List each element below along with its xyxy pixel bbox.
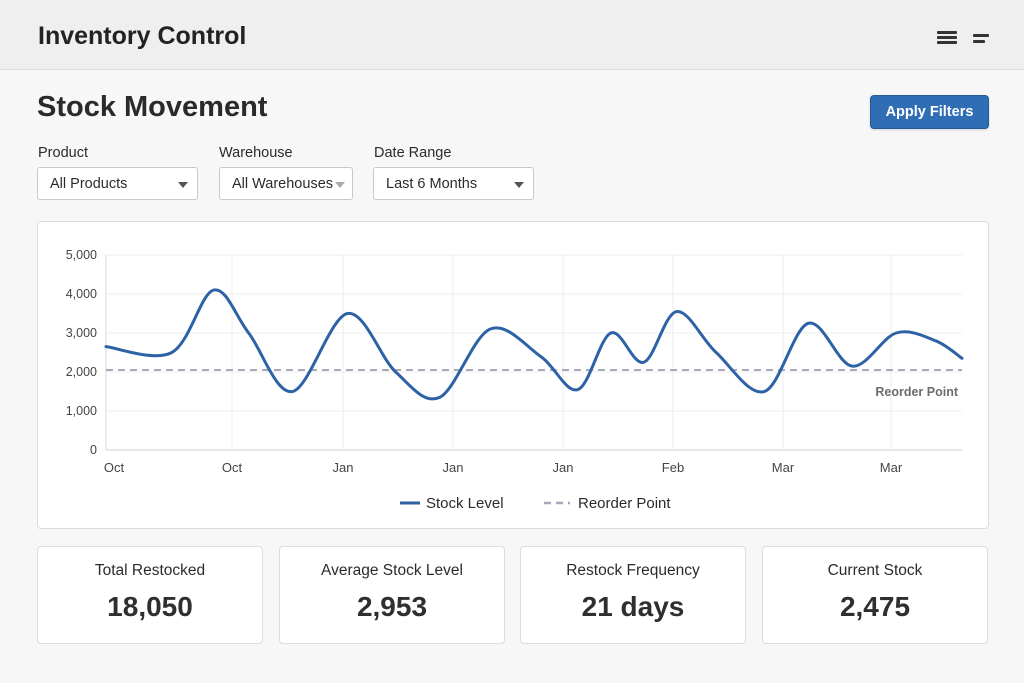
x-tick-label: Oct [222,460,243,475]
collapse-icon[interactable] [973,34,989,44]
x-tick-label: Jan [553,460,574,475]
stat-value: 18,050 [107,591,193,622]
app-header: Inventory Control [0,0,1024,70]
stat-value: 2,475 [839,591,911,622]
stat-value: 2,953 [356,591,428,622]
x-tick-label: Jan [333,460,354,475]
stat-card-restock-frequency: Restock Frequency 21 days [520,546,746,644]
y-tick-label: 4,000 [66,287,97,301]
y-tick-label: 1,000 [66,404,97,418]
page-title: Stock Movement [37,91,268,123]
y-tick-label: 2,000 [66,365,97,379]
reorder-point-annotation: Reorder Point [875,385,958,399]
app-title: Inventory Control [38,22,247,50]
stat-card-current-stock: Current Stock 2,475 [762,546,988,644]
apply-filters-button[interactable]: Apply Filters [870,95,989,129]
date-range-select-value: Last 6 Months [386,176,478,192]
chevron-down-icon [514,182,524,188]
date-range-select[interactable]: Last 6 Months [373,167,534,200]
y-tick-label: 3,000 [66,326,97,340]
x-tick-label: Mar [772,460,795,475]
stock-level-line [104,288,964,401]
legend-stock-level-label: Stock Level [426,495,504,512]
y-tick-label: 0 [90,443,97,457]
stat-label: Average Stock Level [321,562,463,579]
warehouse-select[interactable]: All Warehouses [219,167,353,200]
x-tick-label: Mar [880,460,903,475]
warehouse-select-value: All Warehouses [232,176,334,192]
date-range-filter-label: Date Range [374,145,452,161]
x-tick-label: Jan [443,460,464,475]
stock-chart-svg: 0 1,000 2,000 3,000 4,000 5,000 Oct Oct Jan Jan Ja… [66,248,964,512]
product-select[interactable]: All Products [37,167,198,200]
stat-value: 21 days [581,591,685,622]
legend-reorder-point-label: Reorder Point [578,495,671,512]
stat-label: Restock Frequency [566,562,700,579]
stock-movement-chart: 0 1,000 2,000 3,000 4,000 5,000 Oct Oct Jan Jan Ja… [37,221,989,529]
warehouse-filter-label: Warehouse [219,145,293,161]
chevron-down-icon [335,182,345,188]
product-filter-label: Product [38,145,88,161]
stat-card-average-stock-level: Average Stock Level 2,953 [279,546,505,644]
x-tick-label: Feb [662,460,684,475]
x-tick-label: Oct [104,460,125,475]
stat-card-total-restocked: Total Restocked 18,050 [37,546,263,644]
chevron-down-icon [178,182,188,188]
menu-icon[interactable] [937,31,957,45]
product-select-value: All Products [50,176,128,192]
y-tick-label: 5,000 [66,248,97,262]
stat-label: Current Stock [827,562,923,579]
stat-label: Total Restocked [94,562,206,579]
